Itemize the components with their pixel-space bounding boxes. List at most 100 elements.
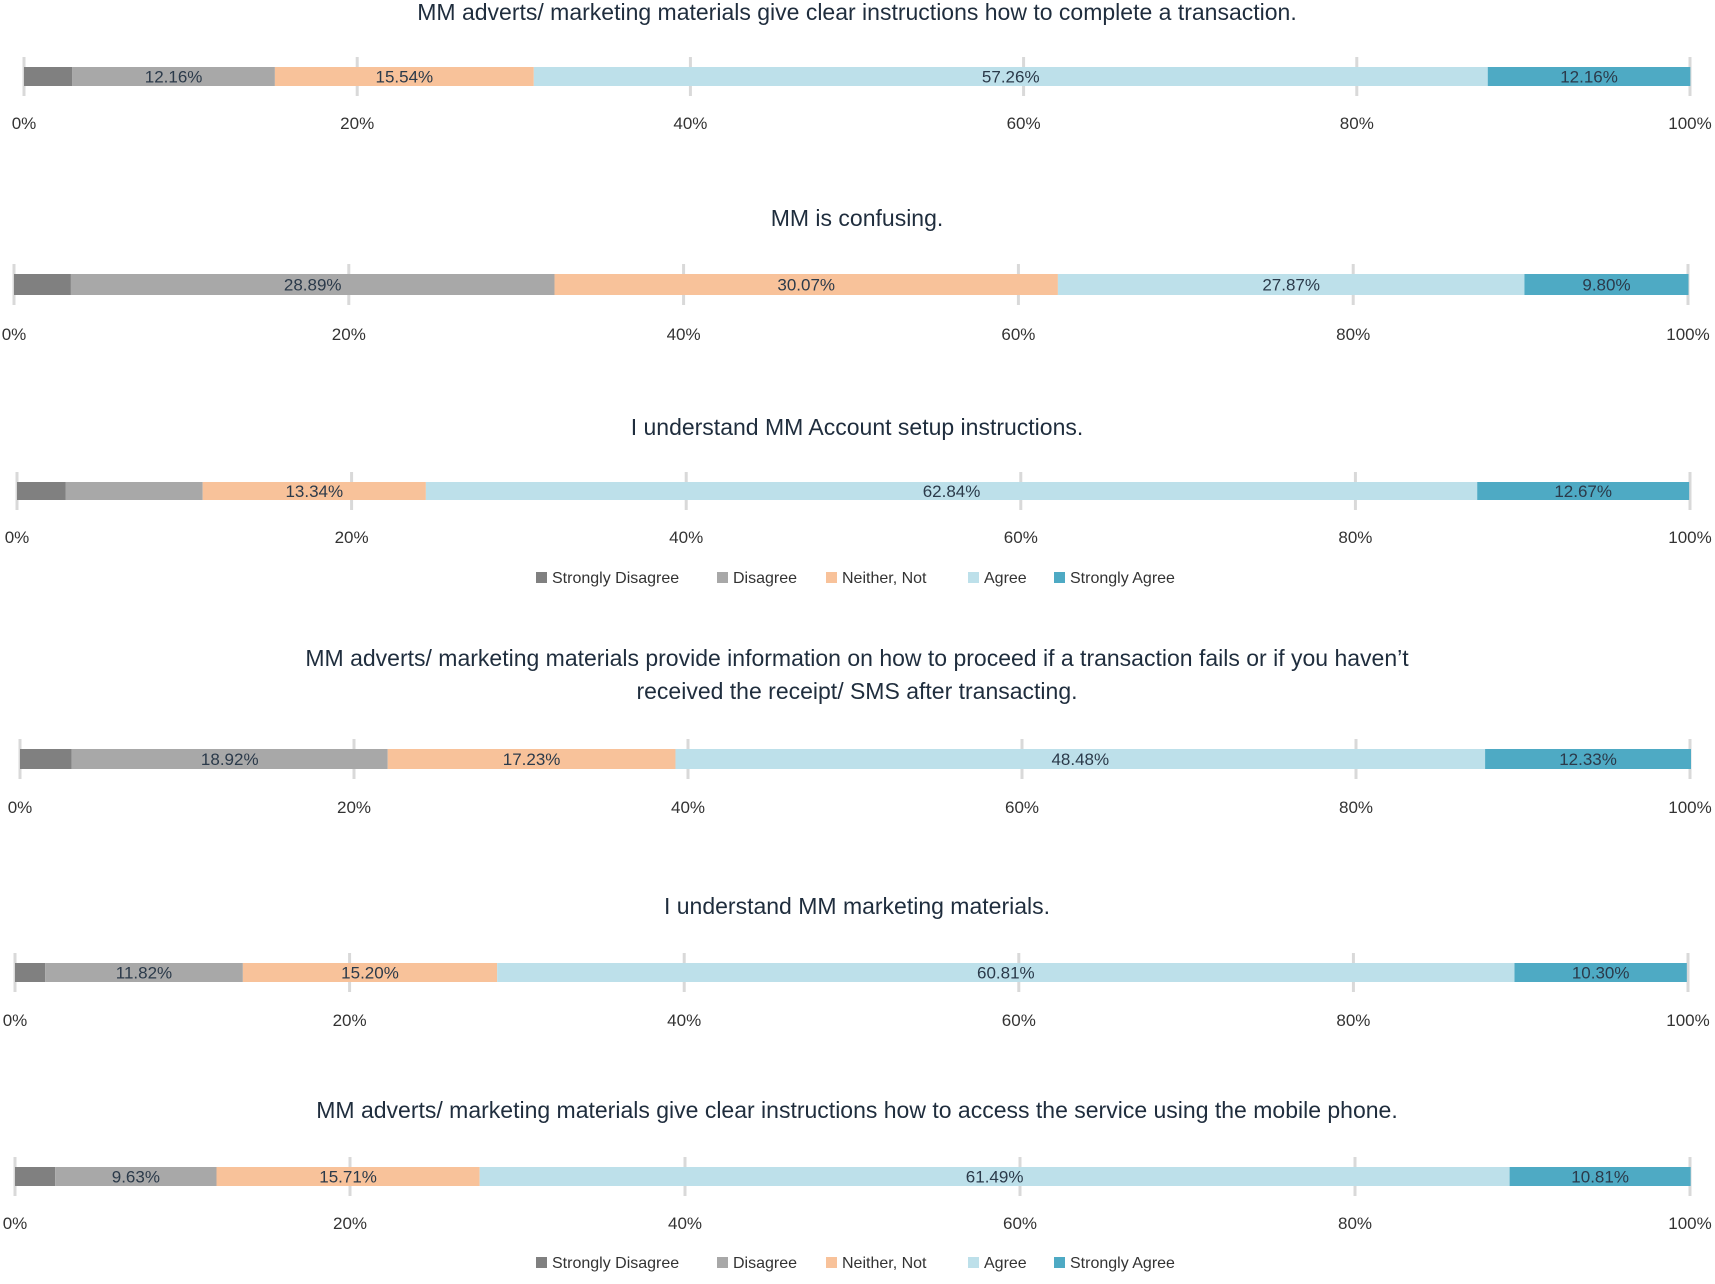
bar-segment-neither-not xyxy=(216,1167,480,1186)
x-tick-label: 40% xyxy=(667,325,701,344)
bar-segment-disagree xyxy=(70,274,555,295)
bar-segment-disagree xyxy=(72,67,275,86)
chart-title: I understand MM Account setup instructio… xyxy=(631,414,1084,440)
data-label: 9.80% xyxy=(1582,276,1630,295)
data-label: 13.34% xyxy=(285,482,343,501)
x-tick-label: 40% xyxy=(671,798,705,817)
legend-swatch xyxy=(826,572,837,583)
x-tick-label: 100% xyxy=(1666,325,1709,344)
data-label: 15.20% xyxy=(341,964,399,983)
chart-title: MM adverts/ marketing materials give cle… xyxy=(316,1097,1397,1123)
x-tick-label: 40% xyxy=(669,528,703,547)
data-label: 12.33% xyxy=(1559,750,1617,769)
data-label: 10.30% xyxy=(1572,964,1630,983)
x-tick-label: 100% xyxy=(1668,798,1711,817)
x-tick-label: 0% xyxy=(3,1214,28,1233)
legend-label: Strongly Disagree xyxy=(552,1255,679,1272)
legend-label: Neither, Not xyxy=(842,570,927,587)
chart-panel-5: I understand MM marketing materials. 0% 20… xyxy=(3,893,1710,1030)
chart-panel-6: MM adverts/ marketing materials give cle… xyxy=(3,1097,1712,1233)
x-tick-label: 40% xyxy=(673,114,707,133)
legend-label: Agree xyxy=(984,570,1027,587)
data-label: 15.54% xyxy=(376,68,434,87)
x-tick-label: 60% xyxy=(1004,528,1038,547)
x-tick-label: 60% xyxy=(1002,1011,1036,1030)
legend-swatch xyxy=(1054,1257,1065,1268)
chart-title: MM adverts/ marketing materials give cle… xyxy=(417,0,1296,25)
legend-label: Strongly Agree xyxy=(1070,1255,1175,1272)
x-tick-label: 80% xyxy=(1340,114,1374,133)
x-tick-label: 100% xyxy=(1666,1011,1709,1030)
bar-segment-agree xyxy=(1057,274,1525,295)
data-label: 30.07% xyxy=(777,276,835,295)
data-label: 9.63% xyxy=(112,1168,160,1187)
data-label: 12.16% xyxy=(1560,68,1618,87)
bar-segment-strongly-disagree xyxy=(15,963,46,982)
legend-label: Neither, Not xyxy=(842,1255,927,1272)
data-label: 60.81% xyxy=(977,964,1035,983)
bar-segment-strongly-agree xyxy=(1509,1167,1691,1186)
x-tick-label: 100% xyxy=(1668,528,1711,547)
legend-swatch xyxy=(717,1257,728,1268)
legend: Strongly Disagree Disagree Neither, Not Agr… xyxy=(536,570,1175,587)
bar-segment-neither-not xyxy=(242,963,498,982)
bar-segment-disagree xyxy=(55,1167,217,1186)
x-tick-label: 20% xyxy=(333,1214,367,1233)
bar-segment-agree xyxy=(425,482,1478,500)
bar-segment-strongly-disagree xyxy=(15,1167,56,1186)
data-label: 28.89% xyxy=(284,276,342,295)
x-tick-label: 0% xyxy=(12,114,37,133)
x-tick-label: 80% xyxy=(1339,798,1373,817)
bar-segment-neither-not xyxy=(554,274,1058,295)
chart-title: MM is confusing. xyxy=(771,205,944,231)
legend-label: Disagree xyxy=(733,1255,797,1272)
bar-segment-agree xyxy=(675,749,1486,769)
bar-segment-strongly-agree xyxy=(1477,482,1690,500)
x-tick-label: 100% xyxy=(1668,114,1711,133)
bar-segment-disagree xyxy=(65,482,203,500)
x-tick-label: 0% xyxy=(3,1011,28,1030)
data-label: 57.26% xyxy=(982,68,1040,87)
bar-segment-strongly-disagree xyxy=(14,274,71,295)
legend-label: Disagree xyxy=(733,570,797,587)
x-tick-label: 0% xyxy=(2,325,27,344)
bar-segment-strongly-disagree xyxy=(20,749,72,769)
data-label: 61.49% xyxy=(966,1168,1024,1187)
legend: Strongly Disagree Disagree Neither, Not Agr… xyxy=(536,1255,1175,1272)
bar-segment-agree xyxy=(497,963,1515,982)
x-tick-label: 80% xyxy=(1338,1214,1372,1233)
legend-swatch xyxy=(826,1257,837,1268)
bar-segment-agree xyxy=(533,67,1488,86)
x-tick-label: 60% xyxy=(1003,1214,1037,1233)
data-label: 12.16% xyxy=(145,68,203,87)
bar-segment-strongly-agree xyxy=(1485,749,1692,769)
bar-segment-neither-not xyxy=(202,482,426,500)
x-tick-label: 80% xyxy=(1336,1011,1370,1030)
chart-title: I understand MM marketing materials. xyxy=(664,893,1050,919)
chart-title: MM adverts/ marketing materials provide … xyxy=(305,645,1409,671)
data-label: 27.87% xyxy=(1262,276,1320,295)
data-label: 17.23% xyxy=(503,750,561,769)
legend-label: Agree xyxy=(984,1255,1027,1272)
x-tick-label: 20% xyxy=(332,325,366,344)
bar-segment-neither-not xyxy=(387,749,676,769)
x-tick-label: 20% xyxy=(337,798,371,817)
legend-label: Strongly Agree xyxy=(1070,570,1175,587)
bar-segment-strongly-disagree xyxy=(17,482,66,500)
x-tick-label: 40% xyxy=(668,1214,702,1233)
x-tick-label: 60% xyxy=(1005,798,1039,817)
legend-label: Strongly Disagree xyxy=(552,570,679,587)
bar-segment-disagree xyxy=(71,749,388,769)
legend-swatch xyxy=(968,572,979,583)
bar-segment-strongly-agree xyxy=(1524,274,1689,295)
x-tick-label: 60% xyxy=(1007,114,1041,133)
data-label: 10.81% xyxy=(1571,1168,1629,1187)
bar-segment-strongly-agree xyxy=(1514,963,1687,982)
x-tick-label: 80% xyxy=(1338,528,1372,547)
bar-segment-strongly-disagree xyxy=(24,67,73,86)
bar-segment-neither-not xyxy=(274,67,534,86)
chart-panel-4: MM adverts/ marketing materials provide … xyxy=(8,645,1712,817)
bar-segment-strongly-agree xyxy=(1487,67,1691,86)
